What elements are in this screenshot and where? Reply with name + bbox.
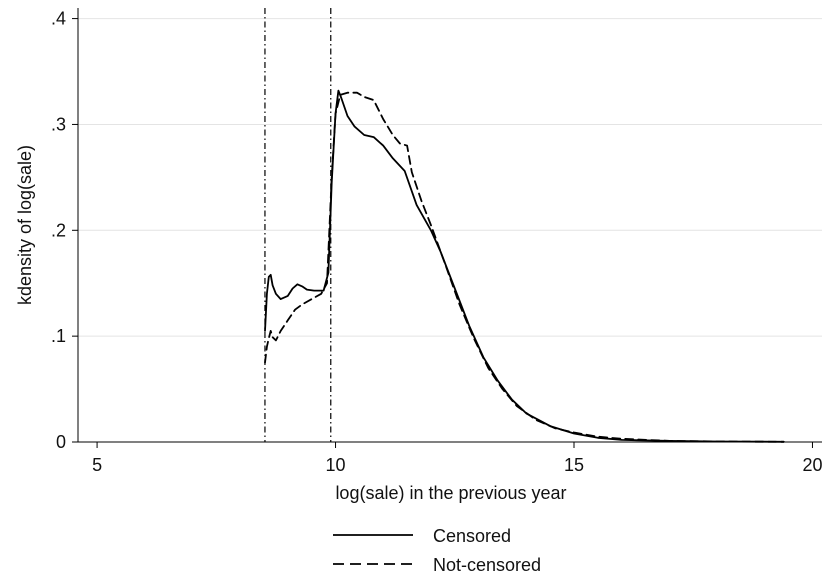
x-tick-label: 10 xyxy=(326,455,346,475)
y-tick-label: .2 xyxy=(51,220,66,240)
reference-lines xyxy=(264,8,332,442)
legend: Censored Not-censored xyxy=(333,526,541,575)
x-tick-label: 5 xyxy=(92,455,102,475)
legend-label: Not-censored xyxy=(433,555,541,575)
y-axis-title: kdensity of log(sale) xyxy=(15,145,35,305)
gridlines xyxy=(78,18,822,337)
x-tick-label: 15 xyxy=(564,455,584,475)
y-axis: 0 .1 .2 .3 .4 xyxy=(51,8,79,452)
y-tick-label: .1 xyxy=(51,326,66,346)
series-lines xyxy=(264,89,785,443)
series-line-censored xyxy=(264,89,785,443)
y-tick-label: .4 xyxy=(51,9,66,29)
y-tick-label: 0 xyxy=(56,432,66,452)
x-axis: 5 10 15 20 xyxy=(78,441,822,475)
x-axis-title: log(sale) in the previous year xyxy=(335,483,566,503)
legend-label: Censored xyxy=(433,526,511,546)
x-tick-label: 20 xyxy=(802,455,822,475)
series-line-not-censored xyxy=(264,91,785,443)
y-tick-label: .3 xyxy=(51,114,66,134)
